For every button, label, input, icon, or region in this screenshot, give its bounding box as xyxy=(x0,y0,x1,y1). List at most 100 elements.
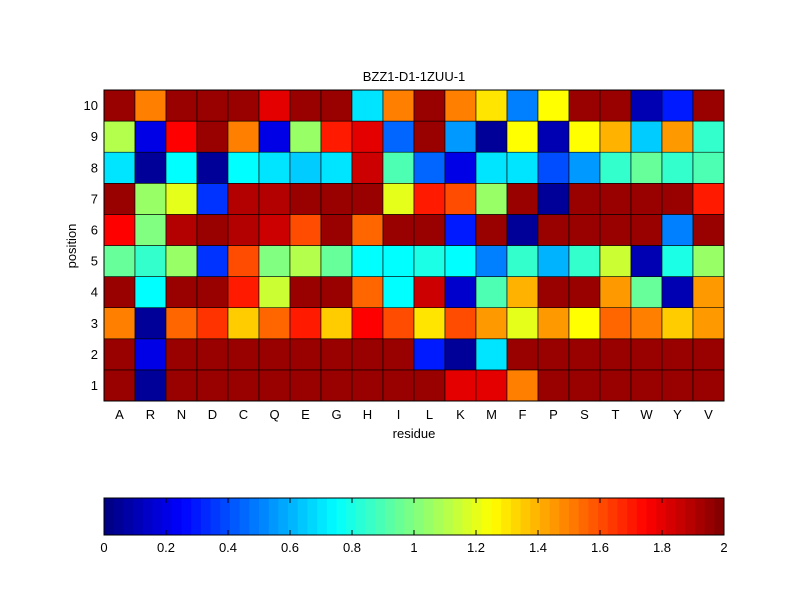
heatmap-cell xyxy=(568,338,601,371)
heatmap-cell xyxy=(196,307,229,340)
heatmap-cell xyxy=(258,307,291,340)
colorbar-tick-label: 0.8 xyxy=(343,540,361,555)
colorbar-segment xyxy=(598,498,609,535)
colorbar-tick-label: 1.8 xyxy=(653,540,671,555)
colorbar-tick-label: 1.2 xyxy=(467,540,485,555)
y-tick-labels: 1 2 3 4 5 6 7 8 9 10 xyxy=(84,98,98,393)
heatmap-cell xyxy=(289,307,322,340)
heatmap-cell xyxy=(444,338,477,371)
heatmap-cell xyxy=(599,89,632,122)
heatmap-cell xyxy=(196,276,229,309)
x-tick-label: C xyxy=(239,407,248,422)
heatmap-cell xyxy=(382,89,415,122)
colorbar-segment xyxy=(326,498,337,535)
heatmap-cell xyxy=(320,89,353,122)
heatmap-cell xyxy=(320,183,353,215)
heatmap-cell xyxy=(320,338,353,371)
colorbar-segment xyxy=(414,498,425,535)
colorbar-segment xyxy=(375,498,386,535)
heatmap-cell xyxy=(320,307,353,340)
colorbar-segment xyxy=(472,498,483,535)
colorbar-tick-label: 2 xyxy=(720,540,727,555)
colorbar-segment xyxy=(113,498,124,535)
x-tick-label: W xyxy=(640,407,653,422)
x-tick-label: N xyxy=(177,407,186,422)
heatmap-cell xyxy=(630,151,663,184)
heatmap-cell xyxy=(103,120,136,153)
colorbar-segment xyxy=(462,498,473,535)
heatmap-cell xyxy=(258,214,291,246)
x-tick-label: T xyxy=(612,407,620,422)
heatmap-cell xyxy=(444,276,477,309)
colorbar-segment xyxy=(549,498,560,535)
heatmap-cell xyxy=(475,120,508,153)
x-tick-label: D xyxy=(208,407,217,422)
heatmap-cell xyxy=(537,89,570,122)
colorbar-segment xyxy=(191,498,202,535)
heatmap-cell xyxy=(165,151,198,184)
heatmap-cell xyxy=(599,214,632,246)
heatmap-cell xyxy=(289,276,322,309)
heatmap-cell xyxy=(599,338,632,371)
colorbar-segment xyxy=(685,498,696,535)
x-tick-label: H xyxy=(363,407,372,422)
y-tick-label: 7 xyxy=(91,191,98,206)
heatmap-cell xyxy=(351,307,384,340)
heatmap-cell xyxy=(599,120,632,153)
heatmap-cell xyxy=(227,276,260,309)
heatmap-cell xyxy=(351,276,384,309)
heatmap-cell xyxy=(537,369,570,402)
heatmap-cell xyxy=(289,120,322,153)
heatmap-cell xyxy=(475,369,508,402)
heatmap-cell xyxy=(661,214,694,246)
heatmap-cell xyxy=(258,369,291,402)
heatmap-cell xyxy=(599,276,632,309)
heatmap-cell xyxy=(351,245,384,277)
heatmap-cell xyxy=(661,89,694,122)
heatmap-cell xyxy=(196,245,229,277)
heatmap-cell xyxy=(413,120,446,153)
heatmap-cell xyxy=(134,276,167,309)
plot-frame xyxy=(103,89,725,402)
heatmap-cell xyxy=(165,120,198,153)
heatmap-cell xyxy=(134,214,167,246)
colorbar-segment xyxy=(530,498,541,535)
heatmap-cell xyxy=(227,307,260,340)
heatmap-cell xyxy=(630,89,663,122)
colorbar-tick-label: 1.4 xyxy=(529,540,547,555)
heatmap-cell xyxy=(134,245,167,277)
heatmap-cell xyxy=(258,120,291,153)
heatmap-cell xyxy=(692,369,725,402)
heatmap-cell xyxy=(258,245,291,277)
heatmap-cell xyxy=(351,338,384,371)
heatmap-cell xyxy=(599,151,632,184)
heatmap-cell xyxy=(103,183,136,215)
colorbar-segment xyxy=(656,498,667,535)
colorbar-segment xyxy=(133,498,144,535)
x-tick-label: E xyxy=(301,407,310,422)
heatmap-cell xyxy=(196,120,229,153)
heatmap-cell xyxy=(661,245,694,277)
heatmap-cell xyxy=(630,214,663,246)
heatmap-cell xyxy=(382,120,415,153)
heatmap-cell xyxy=(351,120,384,153)
heatmap-cell xyxy=(351,151,384,184)
colorbar-segment xyxy=(152,498,163,535)
heatmap-cell xyxy=(351,89,384,122)
heatmap-cell xyxy=(258,89,291,122)
heatmap-cell xyxy=(351,214,384,246)
heatmap-cell xyxy=(227,151,260,184)
heatmap-cell xyxy=(134,338,167,371)
heatmap-cell xyxy=(258,151,291,184)
heatmap-cell xyxy=(196,89,229,122)
heatmap-cell xyxy=(692,214,725,246)
heatmap-cell xyxy=(382,214,415,246)
heatmap-cell xyxy=(506,151,539,184)
heatmap-cell xyxy=(413,183,446,215)
heatmap-cell xyxy=(630,183,663,215)
colorbar-tick-label: 0.6 xyxy=(281,540,299,555)
heatmap-cell xyxy=(599,245,632,277)
heatmap-cell xyxy=(506,245,539,277)
heatmap-cell xyxy=(475,151,508,184)
